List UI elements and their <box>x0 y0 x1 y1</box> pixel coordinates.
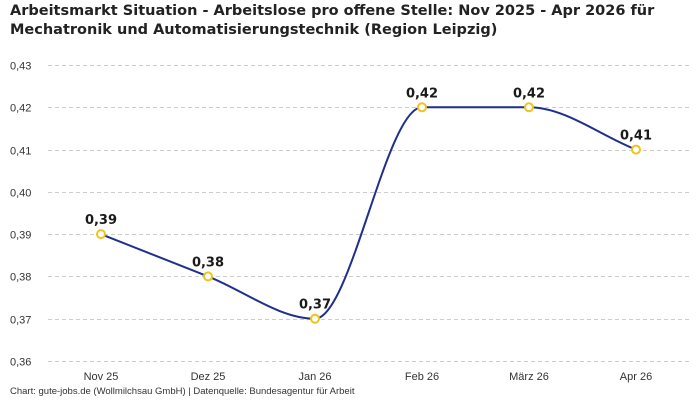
y-tick-label: 0,40 <box>10 188 31 200</box>
y-tick-label: 0,41 <box>10 146 31 158</box>
source-footer: Chart: gute-jobs.de (Wollmilchsau GmbH) … <box>10 386 355 397</box>
data-point <box>417 102 427 113</box>
x-tick-label: Dez 25 <box>191 371 226 383</box>
y-tick-label: 0,36 <box>10 357 31 369</box>
x-axis-ticks: Nov 25 Dez 25 Jan 26 Feb 26 März 26 Apr 26 <box>84 371 653 383</box>
data-point <box>310 313 320 324</box>
y-tick-label: 0,37 <box>10 315 31 327</box>
data-points <box>96 102 641 324</box>
data-point <box>96 229 106 240</box>
y-tick-label: 0,42 <box>10 103 31 115</box>
data-point <box>524 102 534 113</box>
y-axis-ticks: 0,36 0,37 0,38 0,39 0,40 0,41 0,42 0,43 <box>10 61 31 369</box>
x-tick-label: Jan 26 <box>298 371 331 383</box>
data-label: 0,41 <box>620 129 652 144</box>
x-tick-label: Apr 26 <box>620 371 652 383</box>
y-tick-label: 0,39 <box>10 230 31 242</box>
series-line <box>100 106 637 320</box>
x-tick-label: Nov 25 <box>84 371 119 383</box>
chart-title: Arbeitsmarkt Situation - Arbeitslose pro… <box>10 3 655 38</box>
data-label: 0,37 <box>299 298 331 313</box>
data-label: 0,38 <box>192 255 224 270</box>
data-point <box>631 144 641 155</box>
data-label: 0,42 <box>513 86 545 101</box>
x-tick-label: Feb 26 <box>405 371 439 383</box>
data-label: 0,39 <box>85 213 117 228</box>
x-tick-label: März 26 <box>509 371 549 383</box>
data-point <box>203 271 213 282</box>
data-label: 0,42 <box>406 86 438 101</box>
series-line-group <box>100 106 637 320</box>
y-tick-label: 0,38 <box>10 272 31 284</box>
y-tick-label: 0,43 <box>10 61 31 73</box>
data-labels: 0,39 0,38 0,37 0,42 0,42 0,41 <box>85 86 652 312</box>
grid-lines <box>48 65 690 362</box>
